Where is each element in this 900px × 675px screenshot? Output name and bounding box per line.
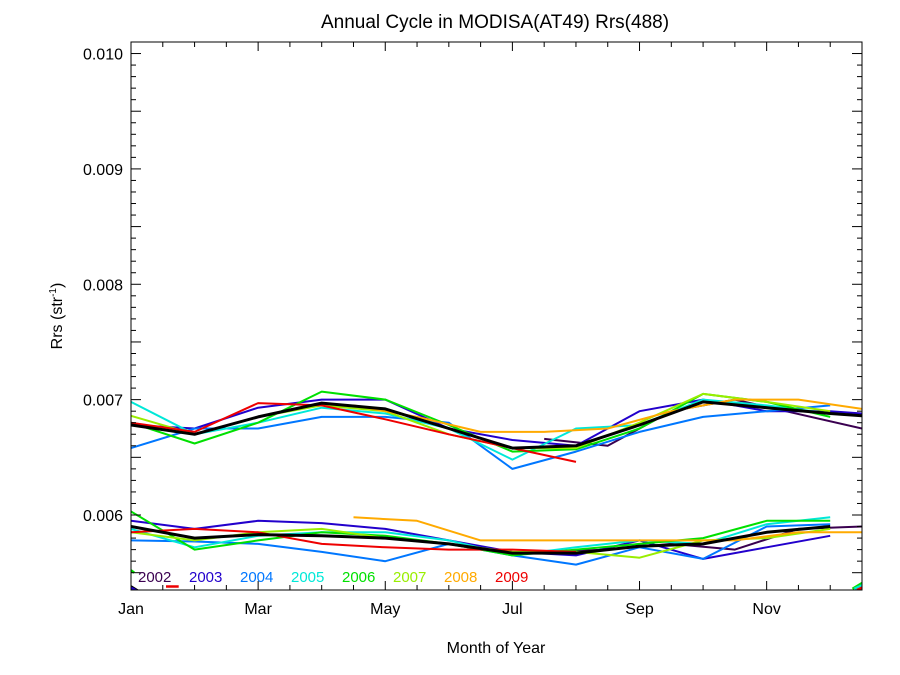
series-line-2004-upper [131,404,831,470]
legend-entry-2004: 2004 [240,569,273,586]
series-line-2008-upper [353,398,862,433]
x-tick-label: Jul [502,601,522,618]
legend-entry-2005: 2005 [291,569,324,586]
series-line-2008-lower [353,516,862,542]
y-axis-title-main: Rrs (str [49,296,66,349]
series-fragment-1 [131,586,138,590]
y-tick-label: 0.008 [83,277,123,294]
mean-line-lower [131,525,831,555]
axis-ticks [130,41,862,590]
x-axis-title: Month of Year [447,640,546,657]
series-line-2005-upper [131,398,831,461]
y-tick-label: 0.009 [83,162,123,179]
x-tick-label: Mar [244,601,272,618]
legend-entry-2009: 2009 [495,569,528,586]
plot-lines [131,390,862,590]
x-tick-label: Nov [752,601,780,618]
mean-line-upper [131,400,862,450]
x-tick-label: Jan [118,601,144,618]
y-axis-title-close: ) [49,283,66,288]
series-line-2009-lower [131,527,577,553]
y-axis-title: Rrs (str-1) [48,283,66,350]
legend-entry-2006: 2006 [342,569,375,586]
chart-title: Annual Cycle in MODISA(AT49) Rrs(488) [321,12,669,33]
legend-entry-2003: 2003 [189,569,222,586]
tick-labels: Jan Mar May Jul Sep Nov 0.006 0.007 0.008 0.009 0.… [83,47,781,618]
y-axis-title-superscript: -1 [48,288,59,297]
legend-entry-2007: 2007 [393,569,426,586]
legend-entry-2002: 2002 [138,569,171,586]
legend-entry-2008: 2008 [444,569,477,586]
plot-frame [130,41,863,591]
y-tick-label: 0.007 [83,393,123,410]
legend: 2002 2003 2004 2005 2006 2007 2008 2009 [138,569,528,586]
series-fragment-5 [853,584,862,590]
x-tick-label: Sep [625,601,654,618]
y-tick-label: 0.006 [83,508,123,525]
y-tick-label: 0.010 [83,47,123,64]
x-tick-label: May [370,601,400,618]
series-line-2003-lower [131,519,831,560]
